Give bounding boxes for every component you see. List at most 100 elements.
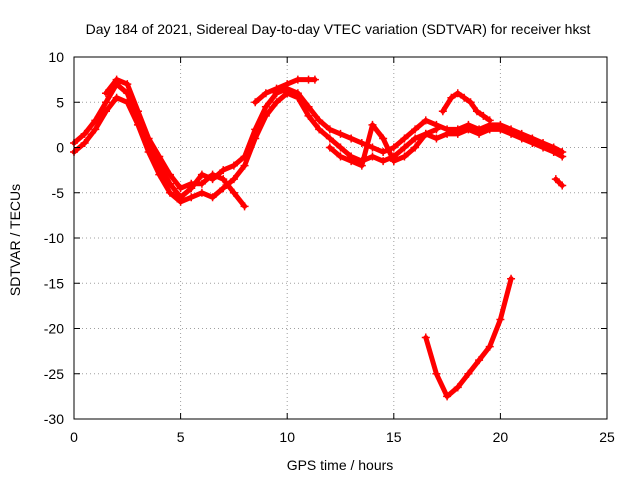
data-point [432, 125, 441, 134]
data-point [261, 89, 270, 98]
data-point [411, 143, 420, 152]
data-point [304, 111, 313, 120]
data-point [176, 197, 185, 206]
data-point [453, 383, 462, 392]
data-point [261, 111, 270, 120]
data-point [229, 188, 238, 197]
data-point [261, 102, 270, 111]
data-point [272, 84, 281, 93]
data-point [187, 179, 196, 188]
data-point [379, 157, 388, 166]
data-point [558, 181, 567, 190]
series-track-c [101, 75, 249, 211]
y-tick-label: 0 [56, 140, 64, 156]
series-trace [553, 176, 565, 188]
x-tick-label: 15 [386, 429, 402, 445]
data-point [219, 166, 228, 175]
x-tick-label: 25 [599, 429, 615, 445]
data-point [208, 170, 217, 179]
data-point [432, 369, 441, 378]
data-point [485, 342, 494, 351]
data-point [368, 143, 377, 152]
data-point [229, 161, 238, 170]
data-point [472, 107, 481, 116]
data-point [400, 152, 409, 161]
data-point [485, 116, 494, 125]
x-tick-label: 10 [279, 429, 295, 445]
plot-frame [73, 56, 608, 420]
data-point [475, 129, 484, 138]
data-point [240, 202, 249, 211]
data-point [176, 184, 185, 193]
y-tick-label: 10 [48, 49, 64, 65]
data-point [400, 143, 409, 152]
data-point [325, 134, 334, 143]
data-point [443, 129, 452, 138]
axis-ticks [73, 56, 608, 420]
data-point [336, 152, 345, 161]
data-point [208, 193, 217, 202]
data-point [283, 80, 292, 89]
data-point [551, 175, 560, 184]
data-point [197, 170, 206, 179]
data-point [310, 75, 319, 84]
data-point [368, 152, 377, 161]
data-point [443, 392, 452, 401]
series-track-f [438, 89, 494, 125]
grid [74, 57, 607, 419]
data-point [347, 157, 356, 166]
data-point [507, 129, 516, 138]
data-point [517, 134, 526, 143]
data-point [336, 129, 345, 138]
data-point [466, 98, 475, 107]
data-point [496, 315, 505, 324]
data-point [460, 93, 469, 102]
data-point [325, 125, 334, 134]
y-tick-labels: -30 -25 -20 -15 -10 -5 0 5 10 [44, 49, 64, 427]
data-point [464, 369, 473, 378]
y-tick-label: -30 [44, 411, 64, 427]
data-point [101, 107, 110, 116]
data-point [251, 98, 260, 107]
series-track-h [421, 274, 516, 401]
data-point [325, 143, 334, 152]
data-point [155, 152, 164, 161]
data-point [80, 138, 89, 147]
data-point [283, 89, 292, 98]
data-point [219, 175, 228, 184]
data-point [411, 125, 420, 134]
data-point [389, 157, 398, 166]
data-point [421, 129, 430, 138]
y-tick-label: -20 [44, 321, 64, 337]
data-point [293, 93, 302, 102]
data-point [80, 129, 89, 138]
data-point [464, 125, 473, 134]
series-track-b [70, 89, 567, 206]
data-point [411, 134, 420, 143]
data-point [539, 143, 548, 152]
data-point [272, 98, 281, 107]
data-point [187, 193, 196, 202]
data-point [549, 148, 558, 157]
data-point [389, 143, 398, 152]
data-point [315, 125, 324, 134]
data-point [453, 89, 462, 98]
data-point [219, 184, 228, 193]
data-point [251, 134, 260, 143]
data-point [558, 152, 567, 161]
data-point [379, 148, 388, 157]
data-point [123, 80, 132, 89]
data-point [240, 161, 249, 170]
data-point [475, 356, 484, 365]
data-point [197, 179, 206, 188]
series-track-e [325, 120, 441, 170]
data-point [357, 161, 366, 170]
y-tick-label: -5 [52, 185, 65, 201]
y-tick-label: 5 [56, 94, 64, 110]
data-series [70, 75, 567, 401]
data-point [336, 143, 345, 152]
x-axis-label: GPS time / hours [287, 457, 394, 473]
series-trace [440, 90, 493, 123]
data-point [485, 125, 494, 134]
data-point [528, 138, 537, 147]
